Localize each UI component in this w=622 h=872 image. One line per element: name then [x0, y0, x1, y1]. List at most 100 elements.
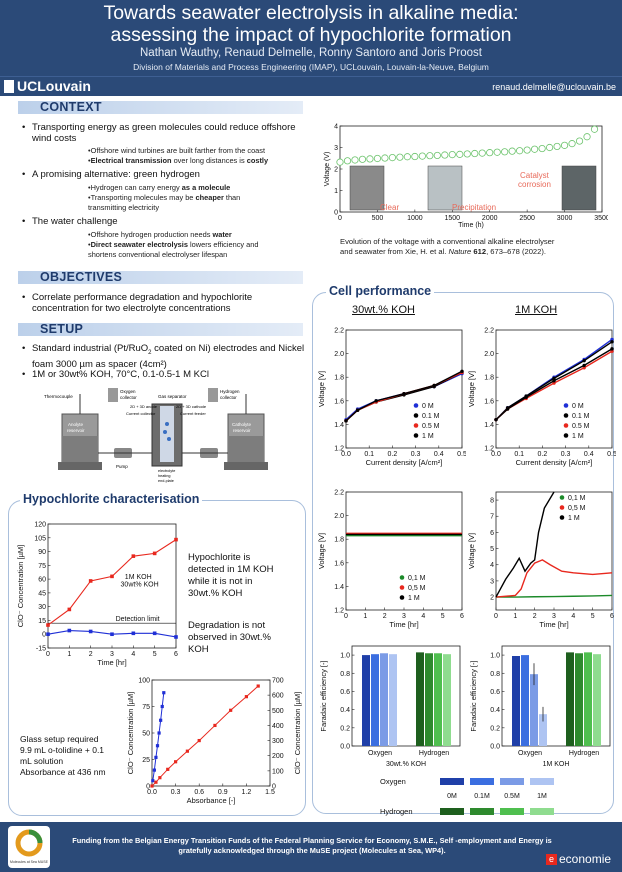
context-bullet-3: The water challenge — [22, 216, 317, 227]
y-tick-label-right: 0 — [272, 784, 276, 791]
voltage-point — [546, 143, 554, 152]
y-tick-label: 15 — [38, 618, 46, 625]
series-line-1M — [495, 491, 555, 598]
bubble-icon — [167, 437, 171, 441]
x-tick-label: 3 — [552, 613, 556, 620]
x-tick-label: 2000 — [482, 215, 498, 222]
series-point — [582, 358, 586, 363]
legend-label: 0,1 M — [568, 495, 586, 502]
label-anode: 2D + 3D anode — [130, 404, 158, 409]
voltage-point — [448, 150, 456, 159]
y-tick-label: 1.8 — [334, 537, 344, 544]
context-sub-3-3: shortens conventional electrolyser lifes… — [88, 250, 228, 259]
legend-row-label: Hydrogen — [380, 807, 413, 816]
voltage-point — [373, 154, 382, 163]
calibration-point — [157, 731, 161, 735]
title-line-2: assessing the impact of hypochlorite for… — [110, 24, 512, 46]
objectives-heading: OBJECTIVES — [40, 270, 123, 284]
context-sub-2-2: •Transporting molecules may be cheaper t… — [88, 193, 241, 202]
y-tick-label: 1.2 — [334, 446, 344, 453]
y-tick-label: 2.0 — [334, 351, 344, 358]
bar-oxygen-1M — [389, 654, 397, 746]
y-tick-label: 105 — [34, 535, 46, 542]
voltage-point — [575, 137, 584, 145]
poster-title: Towards seawater electrolysis in alkalin… — [0, 2, 622, 46]
voltage-point — [456, 150, 464, 158]
series-point — [374, 399, 378, 403]
series-point — [46, 623, 50, 627]
x-tick-label: 0.2 — [538, 451, 548, 458]
y-tick-label: 5 — [490, 546, 494, 553]
y-tick-label: 0.0 — [340, 744, 350, 751]
x-axis-label: 30wt.% KOH — [386, 761, 426, 768]
y-axis-label: Voltage [V] — [317, 533, 326, 569]
label-thermocouple: Thermocouple — [44, 394, 73, 399]
voltage-point — [351, 156, 359, 164]
column-1M: 1M KOH — [515, 304, 558, 316]
legend-label: 0.1 M — [422, 413, 440, 420]
x-tick-label: 0.1 — [364, 451, 374, 458]
x-tick-label: 0.4 — [584, 451, 594, 458]
y-tick-label-left: 25 — [142, 757, 150, 764]
bubble-icon — [165, 422, 169, 426]
legend-label: 0,5 M — [568, 505, 586, 512]
y-tick-label: 1.0 — [490, 653, 500, 660]
y-tick-label: 1.4 — [334, 422, 344, 429]
voltage-point — [590, 125, 599, 133]
series-point — [46, 632, 50, 637]
x-tick-label: 5 — [591, 613, 595, 620]
y-tick-label: 0.4 — [340, 707, 350, 714]
context-bullet-2: A promising alternative: green hydrogen — [22, 169, 317, 180]
legend-label: 0.5 M — [572, 423, 590, 430]
y-tick-label: 60 — [38, 577, 46, 584]
voltage-point — [523, 146, 531, 154]
objectives-bullet: Correlate performance degradation and hy… — [22, 292, 307, 314]
hypochlorite-text-2: Degradation is not observed in 30wt.% KOH — [188, 620, 271, 655]
calibration-point — [155, 744, 160, 748]
calibration-point — [256, 684, 260, 688]
authors: Nathan Wauthy, Renaud Delmelle, Ronny Sa… — [140, 47, 482, 59]
x-tick-label: 4 — [571, 613, 575, 620]
x-tick-label: 0 — [338, 215, 342, 222]
setup-heading-bar — [18, 323, 303, 336]
y-tick-label: 120 — [34, 522, 46, 529]
series-point — [174, 537, 178, 542]
label-precipitation: Precipitation — [452, 203, 496, 212]
catholyte-liquid — [228, 436, 264, 462]
footer — [0, 822, 622, 872]
bubble-icon — [163, 430, 167, 434]
plot-frame — [495, 329, 613, 449]
y-axis-label: Voltage [V] — [317, 371, 326, 407]
y-tick-label: 0.2 — [490, 725, 500, 732]
legend-column-label: 0M — [447, 793, 457, 800]
faradaic-chart-1M: 0.0 0.2 0.4 0.6 0.8 1.0 Faradaic efficiency [-… — [469, 645, 611, 768]
x-tick-label: 0.9 — [218, 789, 228, 796]
x-tick-label: 0 — [494, 613, 498, 620]
y-tick-label: 0.8 — [340, 671, 350, 678]
x-tick-label: 4 — [421, 613, 425, 620]
series-line-05M — [495, 350, 613, 421]
bar-hydrogen-1M — [593, 654, 601, 746]
y-tick-label: 8 — [490, 498, 494, 505]
calibration-point — [229, 708, 233, 712]
legend-1m: 1M KOH — [125, 574, 152, 581]
column-30wt: 30wt.% KOH — [352, 304, 415, 316]
contact-email[interactable]: renaud.delmelle@uclouvain.be — [492, 82, 616, 92]
gas-separator-icon — [160, 406, 174, 462]
bar-oxygen-0.5M — [380, 653, 388, 746]
bar-oxygen-1M — [539, 714, 547, 746]
series-point — [344, 419, 348, 423]
voltage-point — [583, 133, 591, 141]
setup-bullet-2: 1M or 30wt% KOH, 70°C, 0.1-0.5-1 M KCl — [22, 369, 312, 380]
legend-marker — [563, 423, 569, 428]
legend-label: 0.1 M — [572, 413, 590, 420]
y-axis-label-left: ClO⁻ Concentration [µM] — [126, 692, 135, 774]
y-tick-label: 30 — [38, 604, 46, 611]
voltage-point — [388, 154, 397, 162]
voltage-point — [568, 140, 576, 148]
voltage-point — [508, 147, 516, 155]
x-category-label: Hydrogen — [419, 750, 449, 757]
cell-performance-heading: Cell performance — [326, 284, 435, 298]
x-category-label: Oxygen — [518, 750, 542, 757]
y-tick-label: 1.6 — [334, 398, 344, 405]
